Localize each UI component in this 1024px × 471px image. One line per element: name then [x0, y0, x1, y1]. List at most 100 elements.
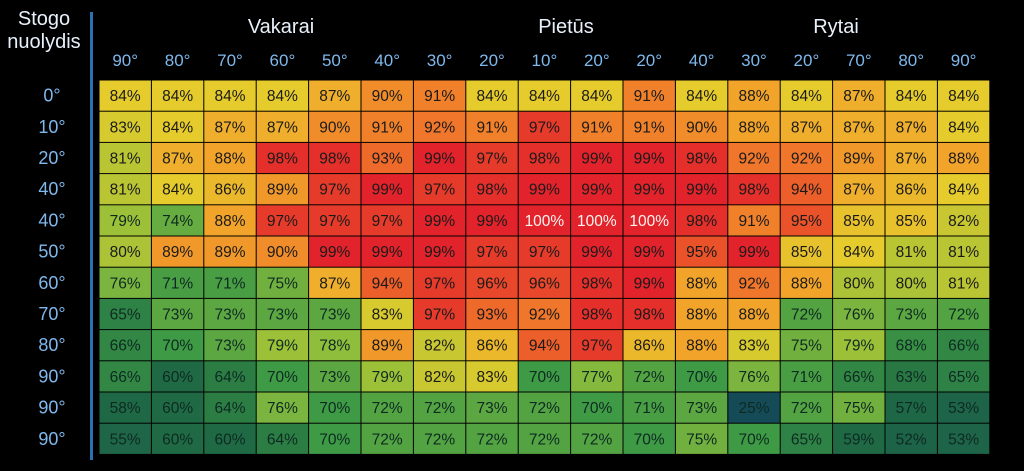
heatmap-cell-r9-c1	[151, 361, 204, 392]
cell-value-r5-c9: 99%	[581, 244, 612, 261]
heatmap-cell-r7-c11	[675, 298, 728, 330]
heatmap-cell-r3-c8	[518, 174, 571, 205]
heatmap-cell-r6-c11	[675, 267, 728, 298]
group-label-pietus: Pietūs	[538, 16, 594, 38]
cell-value-r4-c15: 85%	[896, 213, 927, 230]
heatmap-cell-r11-c9	[571, 423, 623, 454]
cell-value-r7-c8: 92%	[529, 307, 560, 324]
heatmap-cell-r6-c13	[780, 267, 833, 298]
heatmap-cell-r10-c13	[780, 392, 833, 423]
heatmap-cell-r7-c1	[151, 298, 204, 330]
cell-value-r0-c9: 84%	[581, 88, 612, 105]
cell-value-r8-c14: 79%	[843, 338, 874, 355]
cell-value-r10-c9: 70%	[581, 400, 612, 417]
heatmap-cell-r2-c1	[151, 142, 204, 174]
cell-value-r11-c4: 70%	[319, 431, 350, 448]
row-label-2: 20°	[38, 148, 65, 168]
cell-value-r11-c8: 72%	[529, 431, 560, 448]
row-label-8: 80°	[38, 335, 65, 355]
cell-value-r8-c11: 88%	[686, 338, 717, 355]
heatmap-cell-r3-c11	[675, 174, 728, 205]
heatmap-cell-r7-c12	[728, 298, 780, 330]
cell-value-r11-c11: 75%	[686, 431, 717, 448]
heatmap-cell-r10-c1	[151, 392, 204, 423]
heatmap-cell-r11-c1	[151, 423, 204, 454]
heatmap-cell-r8-c0	[99, 330, 151, 361]
heatmap-cell-r5-c1	[151, 236, 204, 267]
cell-value-r9-c11: 70%	[686, 369, 717, 386]
heatmap-cell-r7-c8	[518, 298, 571, 330]
column-header-3: 60°	[270, 51, 296, 70]
cell-value-r6-c6: 97%	[424, 275, 455, 292]
heatmap-cell-r2-c2	[204, 142, 256, 174]
cell-value-r7-c10: 98%	[634, 307, 665, 324]
heatmap-cell-r8-c1	[151, 330, 204, 361]
heatmap-cell-r11-c15	[885, 423, 937, 454]
cell-value-r9-c13: 71%	[791, 369, 822, 386]
heatmap-cell-r5-c6	[413, 236, 466, 267]
cell-value-r1-c10: 91%	[634, 119, 665, 136]
heatmap-cell-r8-c5	[361, 330, 413, 361]
cell-value-r8-c10: 86%	[634, 338, 665, 355]
cell-value-r3-c12: 98%	[738, 182, 769, 199]
column-header-9: 20°	[584, 51, 610, 70]
cell-value-r6-c9: 98%	[581, 275, 612, 292]
heatmap-cell-r8-c9	[571, 330, 623, 361]
cell-value-r3-c5: 99%	[372, 182, 403, 199]
cell-value-r2-c0: 81%	[110, 151, 141, 168]
cell-value-r8-c9: 97%	[581, 338, 612, 355]
cell-value-r2-c5: 93%	[372, 151, 403, 168]
cell-value-r7-c7: 93%	[476, 307, 507, 324]
heatmap-cell-r10-c4	[309, 392, 361, 423]
cell-value-r5-c16: 81%	[948, 244, 979, 261]
cell-value-r4-c4: 97%	[319, 213, 350, 230]
heatmap-cell-r9-c12	[728, 361, 780, 392]
cell-value-r3-c16: 84%	[948, 182, 979, 199]
cell-value-r3-c11: 99%	[686, 182, 717, 199]
heatmap-cell-r0-c9	[571, 80, 623, 111]
cell-value-r9-c9: 77%	[581, 369, 612, 386]
cell-value-r5-c8: 97%	[529, 244, 560, 261]
heatmap-cell-r0-c5	[361, 80, 413, 111]
cell-value-r6-c12: 92%	[738, 275, 769, 292]
heatmap-cell-r5-c8	[518, 236, 571, 267]
heatmap-cell-r6-c2	[204, 267, 256, 298]
row-label-4: 40°	[38, 210, 65, 230]
heatmap-cell-r2-c13	[780, 142, 833, 174]
heatmap-cell-r3-c1	[151, 174, 204, 205]
cell-value-r5-c6: 99%	[424, 244, 455, 261]
heatmap-cell-r6-c4	[309, 267, 361, 298]
heatmap-cell-r3-c13	[780, 174, 833, 205]
cell-value-r0-c2: 84%	[214, 88, 245, 105]
heatmap-cell-r10-c11	[675, 392, 728, 423]
heatmap-cell-r1-c3	[256, 111, 309, 142]
column-header-15: 80°	[898, 51, 924, 70]
heatmap-cell-r4-c12	[728, 205, 780, 236]
heatmap-cell-r8-c13	[780, 330, 833, 361]
cell-value-r9-c5: 79%	[372, 369, 403, 386]
cell-value-r0-c16: 84%	[948, 88, 979, 105]
heatmap-cell-r8-c16	[937, 330, 990, 361]
heatmap-cell-r6-c5	[361, 267, 413, 298]
column-header-14: 70°	[846, 51, 872, 70]
cell-value-r4-c11: 98%	[686, 213, 717, 230]
cell-value-r7-c1: 73%	[162, 307, 193, 324]
heatmap-cell-r1-c16	[937, 111, 990, 142]
cell-value-r8-c15: 68%	[896, 338, 927, 355]
heatmap-cell-r2-c4	[309, 142, 361, 174]
cell-value-r2-c8: 98%	[529, 151, 560, 168]
cell-value-r2-c14: 89%	[843, 151, 874, 168]
cell-value-r3-c1: 84%	[162, 182, 193, 199]
cell-value-r7-c3: 73%	[267, 307, 298, 324]
heatmap-cell-r11-c3	[256, 423, 309, 454]
heatmap-cell-r4-c2	[204, 205, 256, 236]
heatmap-cell-r10-c7	[466, 392, 518, 423]
heatmap-cell-r5-c16	[937, 236, 990, 267]
cell-value-r9-c0: 66%	[110, 369, 141, 386]
heatmap-cell-r2-c3	[256, 142, 309, 174]
cell-value-r8-c4: 78%	[319, 338, 350, 355]
cell-value-r1-c15: 87%	[896, 119, 927, 136]
heatmap-cell-r1-c8	[518, 111, 571, 142]
heatmap-cell-r4-c9	[571, 205, 623, 236]
cell-value-r11-c14: 59%	[843, 431, 874, 448]
